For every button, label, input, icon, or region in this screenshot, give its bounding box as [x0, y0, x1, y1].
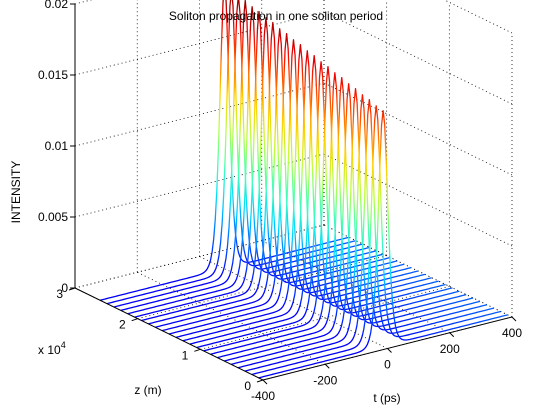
y-tick-label: 3	[56, 287, 63, 301]
y-tick-mark	[131, 318, 138, 322]
soliton-curve	[217, 76, 467, 359]
y-tick-mark	[256, 379, 264, 383]
side-wall-grid-line-i	[323, 82, 513, 176]
floor-grid-line-z	[200, 285, 450, 350]
x-tick-label: 400	[502, 326, 522, 340]
x-tick-mark	[324, 363, 330, 369]
soliton-curve	[99, 0, 350, 301]
soliton-curve	[230, 87, 481, 365]
soliton-curve	[182, 50, 432, 342]
x-tick-mark	[387, 348, 392, 353]
soliton-curve	[258, 109, 508, 379]
y-axis-label: z (m)	[134, 383, 161, 397]
y-axis-multiplier-exponent: 4	[61, 340, 66, 350]
y-axis-multiplier: x 104	[38, 340, 66, 357]
side-wall-grid-line-i	[323, 11, 513, 105]
plot-area	[99, 0, 508, 379]
soliton-curve	[127, 6, 377, 315]
y-axis-multiplier-base: x 10	[38, 343, 61, 357]
chart-title: Soliton propagation in one soliton perio…	[169, 9, 383, 23]
x-axis-label: t (ps)	[373, 391, 400, 405]
z-tick-label: 0.005	[38, 210, 68, 224]
soliton-curve	[210, 72, 460, 355]
floor-grid-line-z	[137, 255, 387, 320]
back-wall-grid-line-i	[74, 224, 325, 289]
z-axis-label: INTENSITY	[9, 161, 23, 224]
y-tick-label: 0	[244, 379, 251, 393]
y-tick-label: 2	[119, 318, 126, 332]
soliton-curve	[113, 0, 364, 308]
soliton-curve	[251, 105, 501, 376]
soliton-curve	[196, 61, 446, 349]
z-tick-label: 0	[61, 281, 68, 295]
soliton-curve	[134, 10, 384, 318]
back-wall-grid-line-i	[74, 82, 325, 147]
z-tick-label: 0.01	[45, 139, 69, 153]
x-tick-mark	[511, 316, 517, 322]
z-tick-label: 0.02	[45, 0, 69, 11]
x-tick-label: 0	[384, 358, 391, 372]
x-tick-label: 200	[440, 342, 460, 356]
soliton-curve	[175, 43, 426, 339]
back-wall-grid-line-i	[74, 11, 325, 76]
soliton-curve	[189, 54, 439, 345]
soliton-curve	[141, 17, 391, 322]
side-wall-grid-line-i	[323, 153, 513, 247]
y-tick-mark	[194, 348, 201, 352]
axes-lines	[68, 3, 517, 385]
y-tick-label: 1	[182, 348, 189, 362]
soliton-curve	[203, 65, 453, 352]
soliton-curve	[244, 98, 494, 372]
back-wall-grid-line-i	[74, 153, 325, 218]
x-tick-label: -400	[251, 389, 275, 403]
soliton-curve	[237, 94, 488, 369]
soliton-curve	[148, 21, 398, 325]
x-tick-mark	[262, 379, 268, 385]
x-tick-mark	[449, 332, 455, 338]
x-tick-label: -200	[313, 373, 337, 387]
soliton-curve	[168, 39, 419, 335]
soliton-curve	[223, 83, 474, 362]
soliton-curve	[155, 28, 405, 328]
y-axis-line	[74, 287, 264, 381]
soliton-curve	[120, 0, 370, 312]
soliton-curve	[106, 0, 357, 305]
soliton-curve	[161, 32, 412, 332]
z-tick-label: 0.015	[38, 68, 68, 82]
